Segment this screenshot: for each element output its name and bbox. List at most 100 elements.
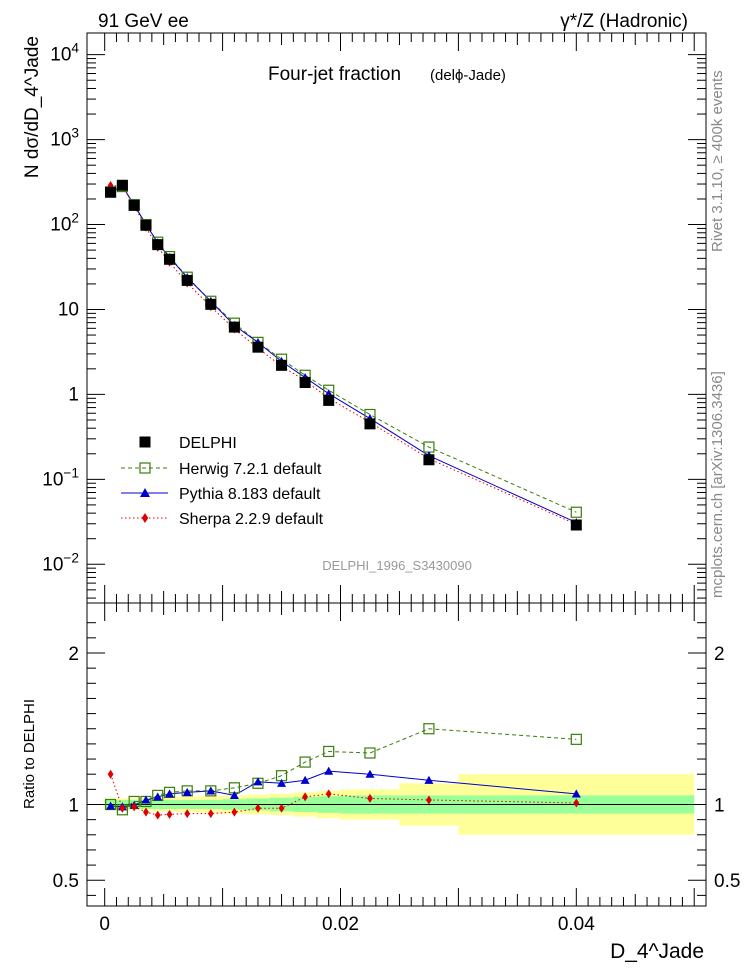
x-tick-label: 0.02 (322, 914, 359, 935)
ratio-ticks: 0 0.02 0.04 2 2 1 1 0.5 0.5 (53, 603, 740, 935)
ratio-point-herwig (299, 756, 311, 768)
ratio-point-sherpa (184, 809, 191, 819)
ratio-point-sherpa (325, 789, 332, 799)
series-line-herwig (110, 185, 577, 513)
ratio-point-sherpa (255, 803, 261, 813)
y-axis-label: N dσ/dD_4^Jade (22, 36, 43, 178)
ratio-y-tick-label-right: 0.5 (714, 871, 740, 892)
ratio-line-pythia (110, 770, 577, 808)
ratio-point-herwig (570, 733, 582, 745)
ratio-point-pythia (182, 787, 192, 796)
ratio-panel: 0 0.02 0.04 2 2 1 1 0.5 0.5 Ratio to DELPHI D_4^… (21, 602, 740, 963)
ratio-y-tick-label: 0.5 (53, 871, 79, 892)
ratio-point-sherpa (107, 769, 114, 779)
y-tick-label: 102 (50, 211, 79, 236)
ratio-y-tick-label-right: 2 (714, 644, 725, 665)
data-point-delphi (164, 253, 176, 265)
ratio-point-pythia (277, 778, 287, 787)
ratio-point-pythia (253, 777, 263, 786)
rivet-label: Rivet 3.1.10, ≥ 400k events (709, 70, 726, 252)
legend-label: DELPHI (179, 435, 237, 452)
y-tick-label: 1 (68, 384, 79, 405)
legend-marker (141, 513, 149, 523)
series-line-pythia (110, 185, 577, 523)
data-point-delphi (116, 179, 128, 191)
ratio-point-pythia (153, 792, 163, 801)
ratio-y-tick-label: 2 (68, 644, 79, 665)
ratio-point-pythia (165, 789, 175, 798)
ratio-point-herwig (205, 785, 217, 797)
legend-marker (139, 436, 151, 448)
ratio-point-sherpa (119, 803, 126, 813)
legend-label: Herwig 7.2.1 default (179, 461, 322, 478)
chart-subtitle: (delϕ-Jade) (430, 67, 506, 84)
data-point-delphi (140, 219, 152, 231)
data-point-delphi (423, 454, 435, 466)
legend-marker (140, 488, 150, 497)
ratio-point-sherpa (302, 792, 309, 802)
data-point-delphi (152, 239, 164, 251)
x-axis-label: D_4^Jade (610, 940, 704, 963)
ratio-point-pythia (141, 795, 151, 804)
ratio-point-pythia (365, 769, 375, 778)
ratio-point-pythia (229, 790, 239, 800)
main-series (104, 179, 582, 531)
data-point-delphi (364, 418, 376, 430)
legend-marker (139, 462, 151, 474)
ratio-point-herwig (364, 747, 376, 759)
ratio-point-sherpa (278, 803, 285, 813)
ratio-point-sherpa (143, 807, 149, 817)
legend-label: Pythia 8.183 default (179, 486, 321, 503)
ratio-point-pythia (424, 775, 434, 784)
ratio-bands (87, 774, 706, 835)
x-tick-label: 0 (99, 914, 110, 935)
ratio-y-tick-label: 1 (68, 795, 79, 816)
ratio-line-herwig (110, 728, 577, 811)
ratio-point-pythia (206, 786, 216, 795)
data-point-herwig (570, 506, 582, 518)
ratio-point-pythia (324, 766, 334, 775)
ratio-point-sherpa (154, 810, 161, 820)
mcplots-label: mcplots.cern.ch [arXiv:1306.3436] (709, 371, 726, 598)
ratio-plot-frame (86, 602, 707, 907)
ratio-point-sherpa (131, 802, 138, 812)
ratio-point-pythia (571, 789, 581, 798)
data-point-delphi (128, 199, 140, 211)
ratio-point-herwig (423, 723, 435, 735)
x-tick-label: 0.04 (558, 914, 595, 935)
ratio-point-sherpa (207, 809, 214, 819)
data-point-delphi (105, 186, 117, 198)
data-point-delphi (299, 377, 311, 389)
header-left-title: 91 GeV ee (98, 11, 189, 32)
analysis-tag: DELPHI_1996_S3430090 (322, 558, 472, 573)
ratio-y-axis-label: Ratio to DELPHI (21, 699, 38, 809)
chart-title: Four-jet fraction (268, 64, 401, 85)
data-point-delphi (276, 359, 288, 371)
ratio-point-herwig (323, 745, 335, 758)
ratio-point-sherpa (166, 809, 173, 819)
data-point-delphi (252, 341, 264, 353)
y-tick-label: 10−2 (42, 550, 79, 575)
data-point-delphi (228, 321, 240, 333)
ratio-series (104, 723, 582, 820)
data-point-delphi (323, 394, 335, 406)
ratio-point-pythia (300, 775, 310, 784)
legend: DELPHI Herwig 7.2.1 default Pythia 8.183 d… (121, 435, 324, 528)
ratio-point-sherpa (231, 807, 238, 817)
legend-label: Sherpa 2.2.9 default (179, 511, 324, 528)
y-tick-label: 10−1 (42, 465, 79, 490)
data-point-delphi (205, 298, 217, 310)
header-right-title: γ*/Z (Hadronic) (560, 11, 688, 32)
data-point-delphi (570, 519, 582, 531)
ratio-point-sherpa (573, 798, 580, 808)
y-tick-label: 104 (50, 41, 79, 66)
ratio-point-sherpa (367, 793, 373, 803)
data-point-delphi (181, 274, 193, 286)
ratio-point-pythia (106, 801, 116, 810)
ratio-point-sherpa (425, 795, 432, 805)
ratio-y-tick-label-right: 1 (714, 795, 725, 816)
y-tick-label: 10 (58, 299, 79, 320)
